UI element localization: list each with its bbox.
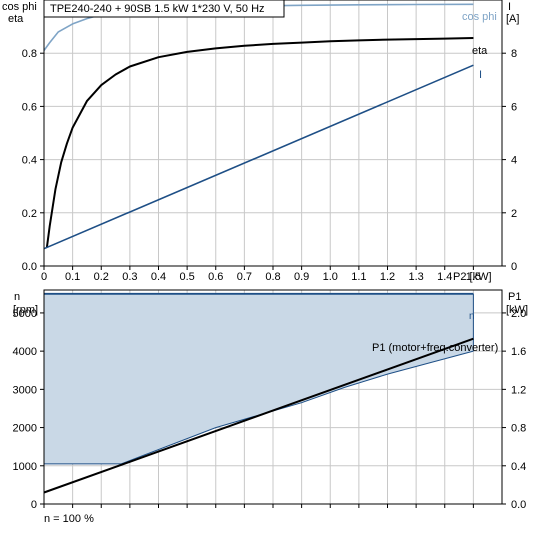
eta-curve xyxy=(45,37,474,248)
bottom-right-axis-label-2: [kW] xyxy=(506,304,528,316)
top-xtick-label: 0.2 xyxy=(94,271,109,283)
bottom-left-ytick-label: 5000 xyxy=(13,308,37,320)
bottom-ticks: 0 1000 2000 3000 4000 5000 0.0 0.4 0.8 1.2 1.6 2.0 xyxy=(13,308,527,511)
bottom-right-ytick-label: 0.8 xyxy=(511,423,526,435)
x-axis-label: P2 [kW] xyxy=(453,271,492,283)
bottom-left-ytick-label: 4000 xyxy=(13,346,37,358)
chart-title: TPE240-240 + 90SB 1.5 kW 1*230 V, 50 Hz xyxy=(50,3,265,15)
top-right-axis-label-2: [A] xyxy=(506,13,519,25)
top-xtick-label: 1.5 xyxy=(466,271,481,283)
bottom-left-axis-label-1: n xyxy=(14,291,20,303)
min-speed-line xyxy=(44,350,474,465)
cosphi-series-label: cos phi xyxy=(462,11,497,23)
bottom-left-axis-label-2: [rpm] xyxy=(13,304,38,316)
top-xtick-label: 1.4 xyxy=(437,271,452,283)
bottom-right-ytick-label: 1.6 xyxy=(511,346,526,358)
bottom-left-ytick-label: 3000 xyxy=(13,384,37,396)
top-xtick-label: 1.3 xyxy=(408,271,423,283)
bottom-right-ytick-label: 0.4 xyxy=(511,461,526,473)
top-xtick-label: 0.8 xyxy=(265,271,280,283)
top-left-ytick-label: 0.8 xyxy=(22,48,37,60)
bottom-left-ytick-label: 0 xyxy=(31,499,37,511)
current-series-label: I xyxy=(479,69,482,81)
top-right-ytick-label: 8 xyxy=(511,48,517,60)
top-xtick-label: 0.7 xyxy=(237,271,252,283)
top-grid xyxy=(43,0,502,266)
current-curve xyxy=(43,64,474,250)
top-xtick-label: 0.9 xyxy=(294,271,309,283)
bottom-left-ytick-label: 2000 xyxy=(13,423,37,435)
bottom-right-ytick-label: 2.0 xyxy=(511,308,526,320)
top-right-axis-label-1: I xyxy=(508,1,511,13)
top-right-ytick-label: 0 xyxy=(511,261,517,273)
speed-range-area xyxy=(44,293,474,464)
top-xtick-label: 1.2 xyxy=(380,271,395,283)
top-xtick-label: 1.0 xyxy=(323,271,338,283)
top-left-axis-label-1: cos phi xyxy=(2,1,37,13)
top-xtick-label: 1.1 xyxy=(351,271,366,283)
p1-curve xyxy=(43,337,474,494)
top-ticks: 0 0.1 0.2 0.3 0.4 0.5 0.6 0.7 0.8 0.9 1.0 1.1 1.2 1.3… xyxy=(22,48,517,283)
top-xtick-label: 0 xyxy=(41,271,47,283)
bottom-right-ytick-label: 0.0 xyxy=(511,499,526,511)
speed-series-label: n xyxy=(469,311,475,322)
speed-footnote: n = 100 % xyxy=(44,513,94,525)
eta-series-label: eta xyxy=(472,45,488,57)
top-right-ytick-label: 4 xyxy=(511,155,517,167)
top-xtick-label: 0.1 xyxy=(65,271,80,283)
top-right-ytick-label: 2 xyxy=(511,208,517,220)
bottom-right-axis-label-1: P1 xyxy=(508,291,521,303)
bottom-series xyxy=(43,292,474,494)
top-xtick-label: 0.5 xyxy=(179,271,194,283)
title-box xyxy=(43,0,285,18)
top-left-ytick-label: 0.6 xyxy=(22,101,37,113)
top-series xyxy=(43,3,474,250)
p1-series-label: P1 (motor+freq.converter) xyxy=(372,342,498,354)
top-xtick-label: 0.6 xyxy=(208,271,223,283)
bottom-left-ytick-label: 1000 xyxy=(13,461,37,473)
top-xtick-label: 0.4 xyxy=(151,271,166,283)
top-left-ytick-label: 0.2 xyxy=(22,208,37,220)
top-left-ytick-label: 0.0 xyxy=(22,261,37,273)
top-left-ytick-label: 0.4 xyxy=(22,155,37,167)
bottom-right-ytick-label: 1.2 xyxy=(511,384,526,396)
top-left-axis-label-2: eta xyxy=(8,13,24,25)
top-right-ytick-label: 6 xyxy=(511,101,517,113)
top-xtick-label: 0.3 xyxy=(122,271,137,283)
